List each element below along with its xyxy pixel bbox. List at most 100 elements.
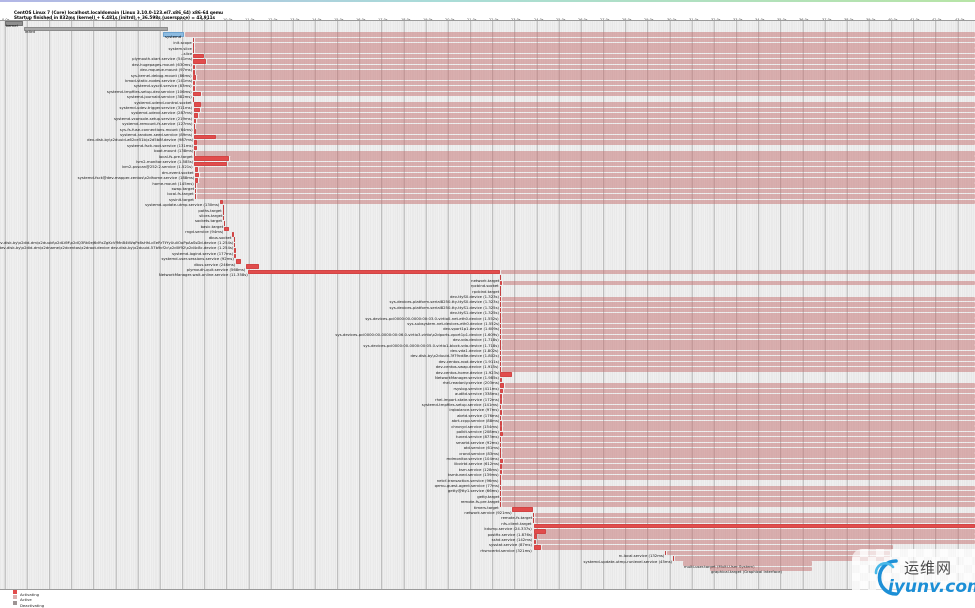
unit-label: rpcbind.target: [445, 286, 499, 294]
unit-label-text: getty@tty1.service (66ms): [448, 488, 499, 494]
active-bar: [502, 323, 975, 329]
activating-bar: [499, 313, 502, 318]
activating-bar: [499, 485, 502, 491]
unit-label-text: basic.target: [200, 224, 223, 229]
unit-label: systemd-sysctl.service (83ms): [76, 80, 192, 88]
unit-label: nfs-client.target: [471, 518, 532, 525]
activating-bar: [499, 291, 502, 296]
unit-label: sshd.service (142ms): [451, 534, 532, 542]
unit-label-text: dev-ttyS0.device (1.323s): [449, 294, 499, 299]
unit-label-text: -.slice: [180, 51, 192, 56]
unit-label-text: smartd.service (92ms): [456, 440, 499, 445]
active-bar: [207, 59, 975, 64]
unit-label: dev-disk-by\x2duuid-a62ce51b\x2d5b8f.dev…: [0, 134, 193, 143]
unit-label: qemu-guest-agent.service (77ms): [370, 480, 499, 488]
activating-bar: [499, 453, 502, 458]
active-bar: [502, 485, 975, 491]
activating-bar: [246, 264, 260, 269]
activating-bar: [195, 188, 197, 194]
active-bar: [184, 32, 975, 37]
unit-label: sockets.target: [168, 215, 222, 223]
active-bar: [502, 334, 975, 340]
active-bar: [502, 329, 975, 334]
activating-bar: [499, 323, 502, 329]
active-bar: [195, 151, 975, 156]
activating-bar: [192, 75, 196, 80]
unit-label-text: init.scope: [173, 40, 192, 46]
activating-bar: [664, 550, 667, 556]
unit-label: slices.target: [176, 210, 222, 218]
active-bar: [502, 350, 975, 356]
active-bar: [502, 502, 975, 507]
active-bar: [196, 129, 975, 134]
active-bar: [197, 140, 975, 145]
active-bar: [502, 496, 975, 502]
unit-label-text: sys-subsystem-net-devices-eth0.device (1…: [406, 321, 499, 326]
unit-label-text: systemd-update-utmp.service (130ms): [144, 202, 219, 208]
unit-label-text: remote-fs.target: [500, 515, 532, 521]
legend-swatch: [13, 600, 17, 605]
unit-label-text: postfix.service (1.876s): [487, 531, 532, 537]
unit-label-text: atd.service (61ms): [463, 445, 499, 451]
legend-label: Deactivating: [20, 600, 68, 607]
activating-bar: [499, 480, 502, 485]
plot-title-line: CentOS Linux 7 (Core) localhost.localdom…: [14, 3, 432, 22]
active-bar: [196, 70, 975, 75]
active-bar: [502, 453, 975, 458]
active-bar: [199, 172, 975, 178]
unit-label: systemd-tmpfiles-setup.service (141ms): [345, 399, 499, 407]
activating-bar: [499, 426, 503, 431]
unit-label-text: mdmonitor.service (104ms): [446, 456, 499, 461]
activating-bar: [499, 491, 501, 496]
unit-label-text: rhel-readonly.service (203ms): [442, 380, 499, 386]
unit-label-text: dev-disk-by\x2duuid-a62ce51b\x2d5b8f.dev…: [86, 137, 193, 143]
activating-bar: [193, 118, 197, 124]
unit-label: rpcbind.socket: [443, 280, 499, 288]
unit-label: plymouth-start.service (541ms): [72, 53, 192, 61]
activating-bar: [192, 53, 204, 59]
active-bar: [223, 199, 975, 205]
unit-label-text: dev-disk-by\x2did-dm\x2duuid\x2dLVM\x2dQ…: [0, 240, 233, 245]
unit-label: dev-ttyS0.device (1.323s): [401, 291, 499, 299]
unit-label: dev-centos-swap.device (1.915s): [373, 361, 499, 369]
active-bar: [198, 167, 975, 172]
activating-bar: [193, 151, 195, 156]
activating-bar: [223, 221, 226, 226]
unit-label: ksmtuned.service (139ms): [397, 469, 499, 477]
unit-label-text: systemd-user-sessions.service (92ms): [161, 256, 234, 262]
unit-label: kmod-static-nodes.service (141ms): [58, 75, 192, 83]
unit-label-text: auditd.service (338ms): [455, 391, 499, 397]
unit-label-text: paths.target: [198, 207, 222, 213]
activating-bar: [192, 91, 202, 97]
unit-label-text: dev-mqueue.mount (97ms): [139, 67, 192, 73]
unit-label: dev-centos-home.device (1.923s): [372, 367, 499, 374]
unit-label-text: qemu-guest-agent.service (77ms): [434, 483, 499, 488]
unit-label-text: systemd-udev-trigger.service (311ms): [119, 105, 193, 110]
watermark-site-name: 运维网: [904, 559, 953, 577]
active-bar: [201, 102, 975, 107]
activating-bar: [499, 437, 502, 442]
unit-label: network.service (921ms): [417, 507, 511, 515]
unit-label: dev-vda1.device (1.802s): [402, 345, 499, 353]
unit-label: kdump.service (24.337s): [437, 523, 532, 531]
unit-label-text: rpcbind.target: [471, 288, 499, 294]
activating-bar: [499, 367, 502, 372]
activating-bar: [499, 415, 502, 421]
unit-label: dev-vda.device (1.718s): [407, 334, 499, 342]
activating-bar: [499, 318, 502, 323]
active-bar: [502, 313, 975, 318]
unit-label-text: sshd.service (142ms): [491, 537, 532, 542]
legend-label: Activating: [20, 589, 58, 597]
initrd-bar: initrd: [23, 26, 168, 33]
unit-label-text: netcf-transaction.service (96ms): [437, 477, 499, 483]
unit-label-text: rsyslog.service (411ms): [453, 386, 499, 391]
active-bar: [502, 469, 975, 475]
unit-label: local-fs.target: [141, 188, 194, 196]
unit-label: sys-kernel-debug.mount (86ms): [70, 70, 192, 77]
unit-label: swap.target: [149, 183, 194, 191]
active-bar: [198, 178, 975, 183]
unit-label-text: rngd.service (94ms): [185, 229, 224, 235]
activating-bar: [195, 183, 197, 188]
activating-bar: [499, 356, 502, 361]
unit-label: init.scope: [155, 37, 192, 46]
